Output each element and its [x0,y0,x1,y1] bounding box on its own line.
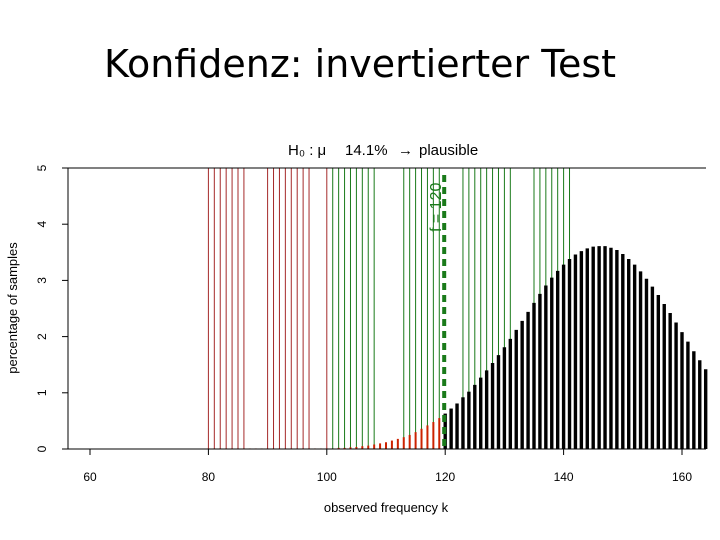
x-tick-label: 60 [83,470,97,484]
x-tick-label: 140 [554,470,574,484]
chart-title-value: 14.1% [345,142,388,159]
y-tick-label: 3 [35,277,49,284]
y-tick-label: 0 [35,445,49,452]
y-tick-label: 4 [35,221,49,228]
chart-title-hypothesis: H₀ : μ [288,142,326,159]
y-axis-title: percentage of samples [5,242,20,374]
slide-title: Konfidenz: invertierter Test [103,42,617,86]
chart-title-arrow: → [398,142,413,159]
x-axis-title: observed frequency k [324,500,449,515]
observed-line-layer: f = 120 [428,175,447,449]
chart-title-verdict: plausible [419,142,478,159]
y-tick-label: 2 [35,333,49,340]
bar-layer [207,246,708,449]
y-tick-label: 1 [35,389,49,396]
observed-value-label: f = 120 [428,183,445,232]
y-tick-label: 5 [35,164,49,171]
y-axis: 0 1 2 3 4 5 [35,164,68,452]
x-tick-label: 160 [672,470,692,484]
x-axis: 60 80 100 120 140 160 [83,449,692,484]
x-tick-label: 120 [435,470,455,484]
x-tick-label: 80 [202,470,216,484]
x-tick-label: 100 [317,470,337,484]
